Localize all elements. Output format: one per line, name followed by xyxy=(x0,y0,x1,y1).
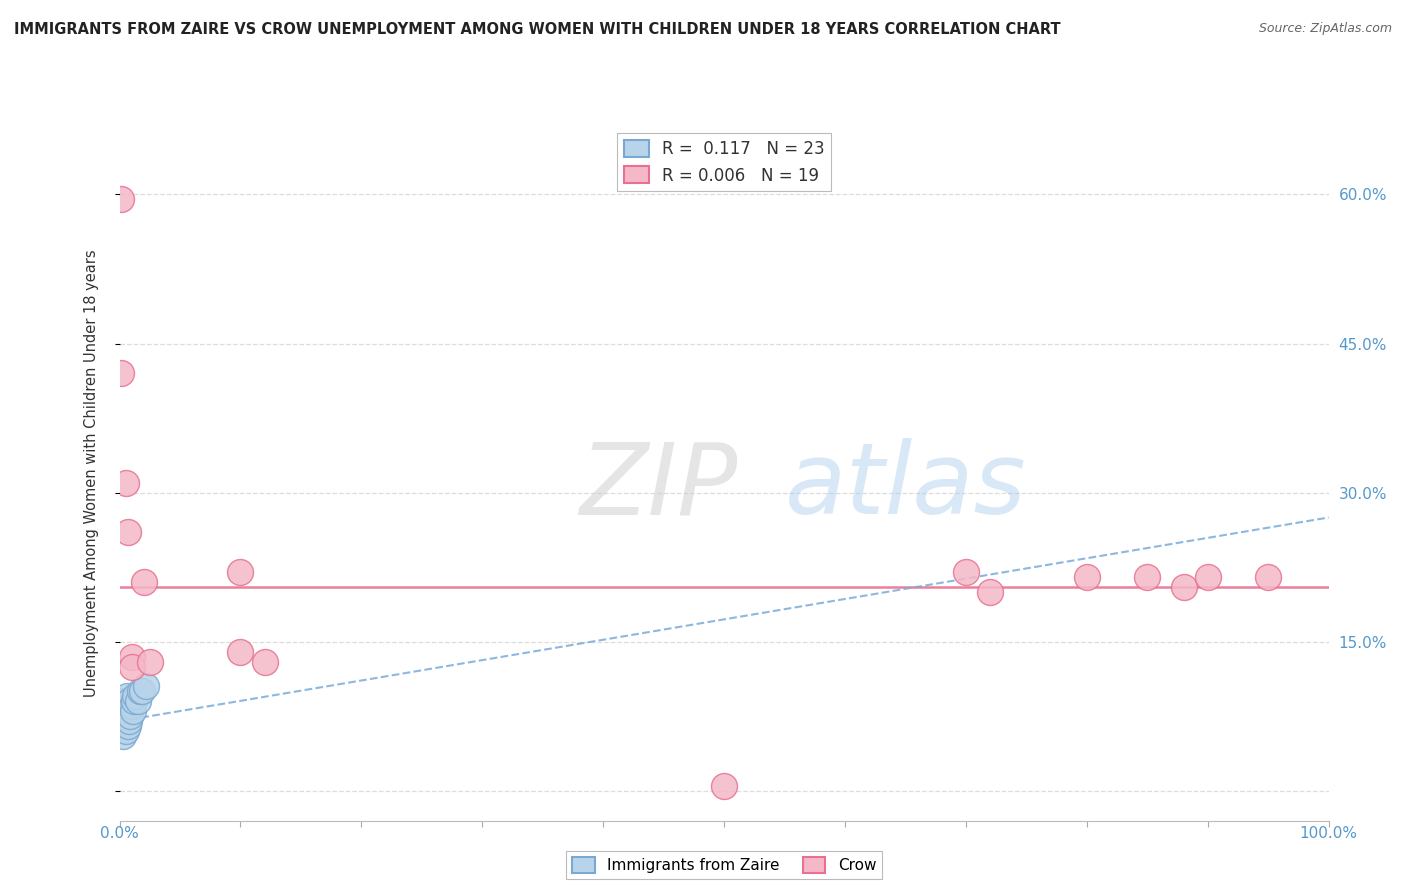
Point xyxy=(115,690,138,704)
Point xyxy=(121,649,143,664)
Point xyxy=(114,699,136,714)
Point xyxy=(1197,570,1219,584)
Point xyxy=(118,714,141,729)
Point xyxy=(713,779,735,793)
Point xyxy=(111,709,134,723)
Point xyxy=(132,575,155,590)
Point xyxy=(1136,570,1159,584)
Point xyxy=(114,724,136,739)
Text: 100.0%: 100.0% xyxy=(1299,826,1358,840)
Point xyxy=(110,193,132,207)
Legend: Immigrants from Zaire, Crow: Immigrants from Zaire, Crow xyxy=(565,851,883,880)
Point xyxy=(1076,570,1098,584)
Point xyxy=(120,709,142,723)
Point xyxy=(229,565,252,579)
Point xyxy=(117,719,139,733)
Point xyxy=(124,690,146,704)
Point xyxy=(112,729,135,743)
Point xyxy=(129,684,152,698)
Point xyxy=(118,694,141,708)
Point xyxy=(229,645,252,659)
Point xyxy=(135,680,157,694)
Point xyxy=(121,704,143,718)
Point xyxy=(117,704,139,718)
Text: 0.0%: 0.0% xyxy=(100,826,139,840)
Point xyxy=(1257,570,1279,584)
Point xyxy=(112,694,135,708)
Point xyxy=(1173,580,1195,594)
Point xyxy=(979,585,1001,599)
Point xyxy=(121,699,143,714)
Point xyxy=(138,655,162,669)
Point xyxy=(253,655,276,669)
Point xyxy=(122,694,145,708)
Y-axis label: Unemployment Among Women with Children Under 18 years: Unemployment Among Women with Children U… xyxy=(84,249,98,697)
Point xyxy=(112,704,135,718)
Text: atlas: atlas xyxy=(785,438,1026,535)
Text: ZIP: ZIP xyxy=(579,438,737,535)
Point xyxy=(117,525,139,540)
Point xyxy=(131,684,153,698)
Text: IMMIGRANTS FROM ZAIRE VS CROW UNEMPLOYMENT AMONG WOMEN WITH CHILDREN UNDER 18 YE: IMMIGRANTS FROM ZAIRE VS CROW UNEMPLOYME… xyxy=(14,22,1060,37)
Text: Source: ZipAtlas.com: Source: ZipAtlas.com xyxy=(1258,22,1392,36)
Point xyxy=(110,719,132,733)
Point xyxy=(121,659,143,673)
Point xyxy=(114,475,136,490)
Point xyxy=(127,694,149,708)
Point xyxy=(115,709,138,723)
Point xyxy=(955,565,977,579)
Point xyxy=(112,714,135,729)
Point xyxy=(110,367,132,381)
